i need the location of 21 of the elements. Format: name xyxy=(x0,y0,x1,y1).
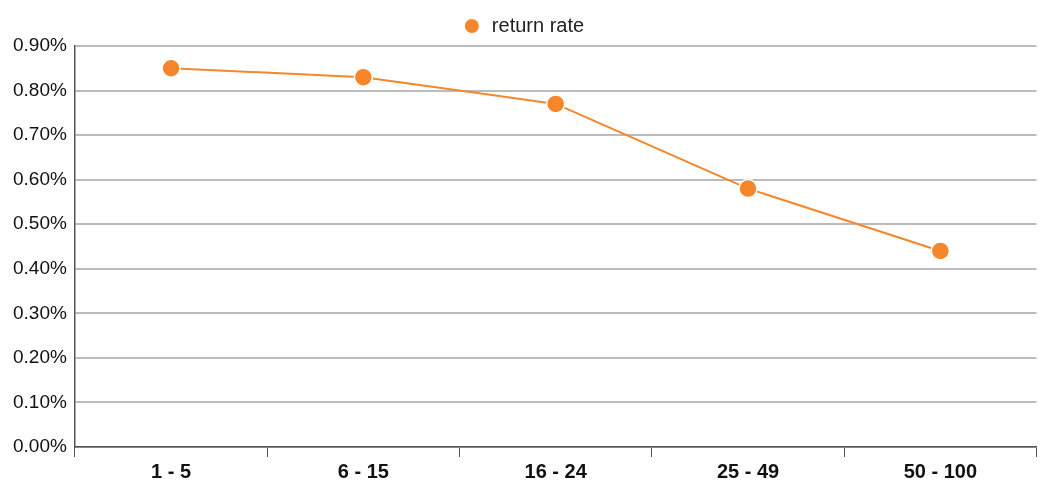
x-tick-label: 6 - 15 xyxy=(337,459,389,482)
y-tick-label: 0.40% xyxy=(13,257,67,279)
x-tick-label: 16 - 24 xyxy=(524,459,588,482)
point xyxy=(545,94,566,114)
y-tick-label: 0.20% xyxy=(13,346,67,368)
point xyxy=(353,67,374,87)
y-tick-label: 0.60% xyxy=(13,167,67,189)
point xyxy=(161,58,181,79)
y-tick-label: 0.50% xyxy=(13,212,67,234)
x-tick-label: 1 - 5 xyxy=(151,459,192,482)
y-tick-label: 0.70% xyxy=(13,123,67,145)
y-tick-label: 0.90% xyxy=(13,34,67,56)
x-tick-label: 50 - 100 xyxy=(903,459,978,482)
x-tick-label: 25 - 49 xyxy=(716,459,780,482)
y-tick-label: 0.30% xyxy=(13,301,67,323)
legend-label: return rate xyxy=(491,13,585,36)
point xyxy=(930,241,951,261)
y-tick-label: 0.80% xyxy=(13,78,67,100)
point xyxy=(738,178,758,199)
y-tick-label: 0.10% xyxy=(13,390,67,412)
y-tick-label: 0.00% xyxy=(13,435,67,457)
